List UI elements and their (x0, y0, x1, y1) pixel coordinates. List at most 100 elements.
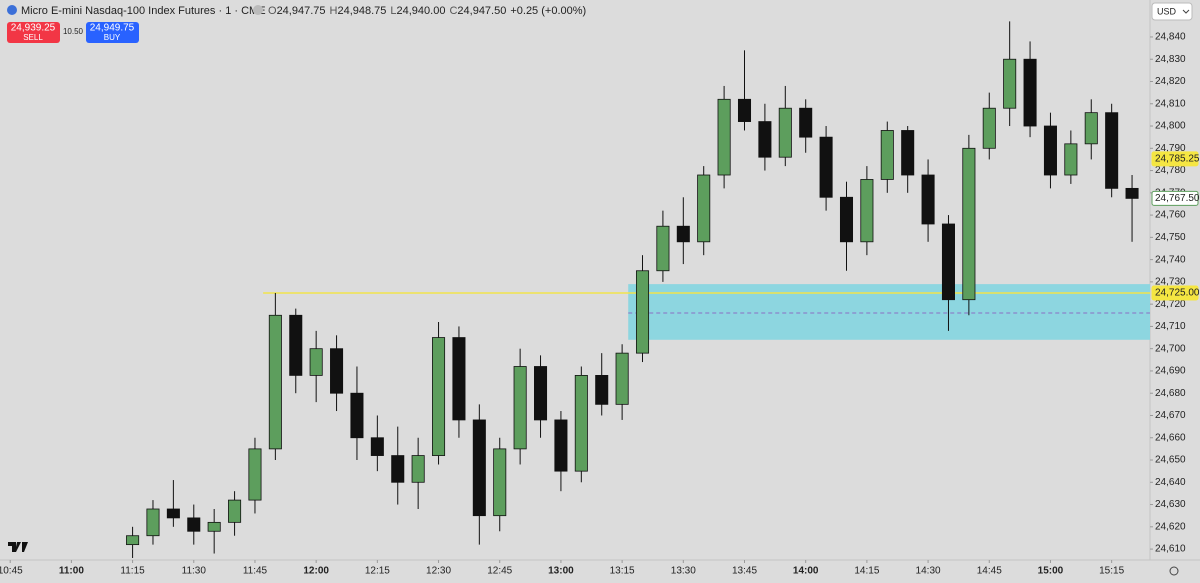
sell-button[interactable] (7, 22, 60, 43)
flag-icon (7, 5, 17, 15)
y-tick-label: 24,620 (1155, 521, 1186, 532)
candle-body (982, 107, 996, 149)
x-tick-label: 11:15 (120, 566, 145, 577)
candle-body (1064, 143, 1078, 176)
y-tick-label: 24,690 (1155, 366, 1186, 377)
candle-body (962, 147, 976, 301)
y-tick-label: 24,830 (1155, 54, 1186, 65)
candle-body (1003, 58, 1017, 109)
candle-body (656, 225, 670, 272)
candle-body (860, 179, 874, 243)
candle-body (350, 392, 364, 439)
legend-value: 24,948.75 (337, 5, 386, 17)
y-tick-label: 24,700 (1155, 343, 1186, 354)
y-tick-label: 24,630 (1155, 499, 1186, 510)
candle-body (635, 270, 650, 354)
price-label-box (1151, 151, 1199, 167)
candle-body (1043, 125, 1057, 176)
candle-body (1125, 187, 1139, 199)
candle-body (187, 517, 201, 532)
x-tick-label: 12:00 (303, 566, 329, 577)
x-tick-label: 10:45 (0, 566, 23, 577)
candle-body (268, 314, 282, 450)
y-tick-label: 24,660 (1155, 432, 1186, 443)
candle-body (432, 337, 446, 456)
x-tick-label: 15:15 (1099, 566, 1124, 577)
x-tick-label: 13:15 (610, 566, 635, 577)
y-tick-label: 24,610 (1155, 544, 1186, 555)
currency[interactable]: USD (1157, 6, 1177, 16)
y-tick-label: 24,640 (1155, 477, 1186, 488)
y-tick-label: 24,780 (1155, 165, 1186, 176)
y-tick-label: 24,670 (1155, 410, 1186, 421)
price-label-box (1151, 285, 1199, 301)
status-icon (253, 5, 263, 15)
candle-body (595, 375, 609, 405)
candle-body (493, 448, 507, 517)
candle-body (1084, 112, 1098, 145)
candle-body (737, 98, 752, 122)
candle-body (921, 174, 935, 225)
legend-change: +0.25 (+0.00%) (510, 5, 586, 17)
currency-box[interactable] (1151, 2, 1193, 21)
candle-body (615, 352, 629, 405)
settings-icon[interactable] (1169, 566, 1179, 576)
x-tick-label: 12:30 (426, 566, 451, 577)
candle-body (778, 107, 792, 158)
y-tick-label: 24,710 (1155, 321, 1186, 332)
buy-price[interactable]: 24,949.75 (90, 23, 135, 34)
buy-button[interactable] (86, 22, 139, 43)
ohlc-legend: O24,947.75 H24,948.75 L24,940.00 C24,947.50… (268, 5, 586, 17)
price-label: 24,725.00 (1155, 288, 1200, 299)
x-tick-label: 14:45 (977, 566, 1002, 577)
candle-body (146, 508, 160, 537)
y-tick-label: 24,810 (1155, 98, 1186, 109)
candle-body (901, 130, 915, 176)
x-tick-label: 14:30 (916, 566, 941, 577)
legend-key: L (390, 5, 396, 17)
sell-price[interactable]: 24,939.25 (11, 23, 56, 34)
legend-value: 24,947.50 (457, 5, 506, 17)
buy-label[interactable]: BUY (104, 33, 121, 42)
candle-body (534, 366, 548, 421)
candle-body (717, 98, 731, 176)
legend-value: 24,947.75 (277, 5, 326, 17)
price-label: 24,785.25 (1155, 154, 1200, 165)
price-label: 24,767.50 (1155, 193, 1200, 204)
y-tick-label: 24,740 (1155, 254, 1186, 265)
candle-body (574, 375, 588, 472)
candle-body (941, 223, 955, 301)
x-tick-label: 12:15 (365, 566, 390, 577)
candle-body (228, 499, 242, 523)
candle-body (472, 419, 486, 517)
candle-body (697, 174, 711, 243)
candle-body (1105, 112, 1119, 189)
legend-value: 24,940.00 (397, 5, 446, 17)
x-tick-label: 13:00 (548, 566, 574, 577)
x-tick-label: 12:45 (487, 566, 512, 577)
y-tick-label: 24,680 (1155, 388, 1186, 399)
y-tick-label: 24,730 (1155, 277, 1186, 288)
dropdown-icon (1182, 9, 1190, 14)
y-tick-label: 24,750 (1155, 232, 1186, 243)
x-tick-label: 11:45 (243, 566, 268, 577)
y-tick-label: 24,800 (1155, 121, 1186, 132)
y-tick-label: 24,840 (1155, 32, 1186, 43)
candle-body (248, 448, 262, 501)
legend-key: H (330, 5, 338, 17)
candle-body (411, 455, 425, 483)
x-tick-label: 11:30 (182, 566, 207, 577)
candle-body (207, 521, 221, 532)
x-tick-label: 15:00 (1038, 566, 1064, 577)
y-tick-label: 24,720 (1155, 299, 1186, 310)
price-label-box (1151, 190, 1199, 206)
y-tick-label: 24,790 (1155, 143, 1186, 154)
candle-body (758, 121, 772, 158)
y-tick-label: 24,760 (1155, 210, 1186, 221)
x-tick-label: 13:30 (671, 566, 696, 577)
candle-body (880, 130, 894, 180)
candle-body (819, 136, 833, 198)
sell-label[interactable]: SELL (23, 33, 43, 42)
legend-key: O (268, 5, 277, 17)
